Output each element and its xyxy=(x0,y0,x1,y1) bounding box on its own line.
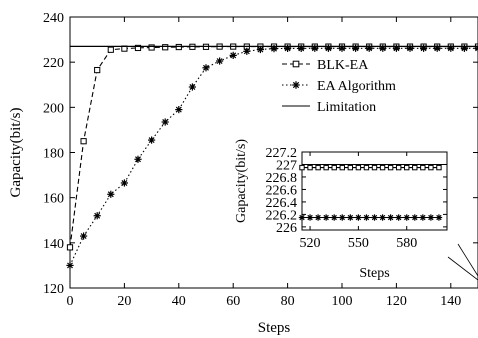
inset-data-point xyxy=(379,164,386,171)
data-point xyxy=(120,179,128,187)
y-tick-label: 180 xyxy=(43,147,64,162)
inset-data-point xyxy=(331,214,338,221)
inset-data-point xyxy=(363,164,370,171)
x-tick-label: 0 xyxy=(67,294,74,309)
zoom-connector xyxy=(447,256,478,281)
data-point xyxy=(243,47,251,55)
y-tick-label: 220 xyxy=(43,56,64,71)
inset-data-point xyxy=(323,164,329,171)
zoom-connector xyxy=(457,243,478,277)
inset-x-tick-label: 520 xyxy=(300,236,321,251)
inset-x-tick-label: 550 xyxy=(348,236,369,251)
inset-data-point xyxy=(371,164,378,171)
x-tick-label: 80 xyxy=(281,294,295,309)
inset-data-point xyxy=(298,214,306,221)
inset-data-point xyxy=(427,214,435,221)
data-point xyxy=(161,118,169,126)
inset-data-point xyxy=(363,214,370,221)
x-tick-label: 60 xyxy=(226,294,240,309)
main-plot: 0 20 40 60 80 100 120 140 120 140 160 180 200 220 240 S… xyxy=(8,11,478,336)
data-point xyxy=(229,51,237,59)
legend-marker-0 xyxy=(292,60,300,68)
x-tick-label: 40 xyxy=(172,294,186,309)
x-tick-label: 140 xyxy=(440,294,461,309)
x-tick-label: 120 xyxy=(386,294,407,309)
inset-y-tick-label: 226.6 xyxy=(266,183,298,198)
data-point xyxy=(148,136,156,144)
inset-data-point xyxy=(347,214,354,221)
inset-data-point xyxy=(395,164,402,171)
x-tick-label: 100 xyxy=(332,294,353,309)
legend-entry-2: Limitation xyxy=(317,100,376,115)
inset-data-point xyxy=(339,214,346,221)
inset-data-point xyxy=(411,214,418,221)
y-tick-label: 200 xyxy=(43,101,64,116)
inset-data-point xyxy=(314,214,322,221)
data-point xyxy=(162,44,169,51)
inset-y-tick-label: 227 xyxy=(276,158,297,173)
legend-entry-0: BLK-EA xyxy=(317,58,369,73)
inset-data-point xyxy=(355,214,362,221)
inset-y-tick-label: 227.2 xyxy=(266,146,298,161)
data-point xyxy=(66,244,74,251)
inset-data-point xyxy=(347,164,354,171)
y-tick-label: 240 xyxy=(43,11,64,26)
data-point xyxy=(107,190,115,198)
inset-data-point xyxy=(436,164,442,171)
inset-data-point xyxy=(307,164,313,171)
data-point xyxy=(188,83,196,91)
inset-data-point xyxy=(339,164,345,171)
inset-x-axis-label: Steps xyxy=(359,266,389,281)
inset-data-point xyxy=(412,164,418,171)
y-tick-label: 120 xyxy=(43,282,64,297)
inset-data-point xyxy=(379,214,386,221)
data-point xyxy=(80,232,88,240)
inset-data-point xyxy=(420,164,426,171)
inset-data-point xyxy=(322,214,330,221)
data-point xyxy=(80,138,87,145)
x-axis-label: Steps xyxy=(258,320,291,336)
inset-y-tick-label: 226.4 xyxy=(266,196,298,211)
inset-data-point xyxy=(428,164,434,171)
inset-data-point xyxy=(371,214,378,221)
y-tick-label: 140 xyxy=(43,237,64,252)
data-point xyxy=(202,64,210,72)
inset-data-point xyxy=(355,164,362,171)
inset-data-point xyxy=(387,164,394,171)
inset-data-point xyxy=(395,214,402,221)
inset-data-point xyxy=(315,164,321,171)
x-tick-label: 20 xyxy=(117,294,131,309)
inset-data-point xyxy=(299,164,305,171)
inset-data-point xyxy=(403,214,410,221)
inset-data-point xyxy=(435,214,443,221)
data-point xyxy=(148,44,155,51)
inset-data-point xyxy=(331,164,337,171)
inset-x-tick-label: 580 xyxy=(396,236,417,251)
inset-y-tick-label: 226.8 xyxy=(266,171,298,186)
data-point xyxy=(175,105,183,114)
inset-y-axis-label: Gapacity(bit/s) xyxy=(234,139,249,223)
inset-data-point xyxy=(419,214,427,221)
data-point xyxy=(94,66,101,74)
data-point xyxy=(66,261,74,270)
data-point xyxy=(256,45,264,54)
legend-marker-1 xyxy=(292,81,300,89)
inset-data-point xyxy=(306,214,314,221)
legend-entry-1: EA Algorithm xyxy=(317,79,396,94)
inset-y-tick-label: 226.2 xyxy=(266,208,298,223)
data-point xyxy=(216,57,224,65)
inset-data-point xyxy=(404,164,410,171)
data-point xyxy=(134,155,142,163)
y-axis-label: Gapacity(bit/s) xyxy=(8,108,24,198)
inset-data-point xyxy=(387,214,394,221)
inset-y-tick-label: 226 xyxy=(276,221,297,236)
data-point xyxy=(107,46,114,53)
y-tick-label: 160 xyxy=(43,192,64,207)
data-point xyxy=(93,212,101,220)
data-point xyxy=(134,44,142,52)
